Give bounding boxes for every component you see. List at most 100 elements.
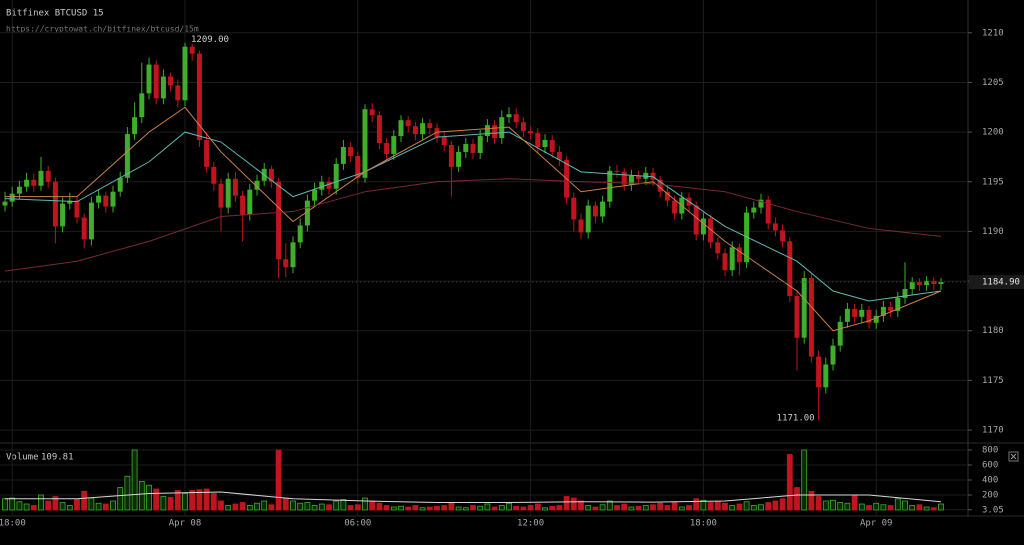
volume-bar — [275, 449, 282, 511]
chart-url[interactable]: https://cryptowat.ch/bitfinex/btcusd/15m — [6, 25, 199, 34]
volume-bar — [218, 500, 224, 511]
volume-bar — [570, 497, 577, 511]
volume-bar — [822, 500, 829, 511]
candle-body — [859, 309, 865, 317]
candle-body — [715, 242, 721, 254]
volume-bar — [700, 499, 707, 511]
candle-body — [319, 181, 325, 190]
volume-bar — [938, 503, 944, 511]
candle-body — [585, 205, 591, 233]
candle-body — [405, 120, 411, 127]
volume-bar — [383, 505, 390, 511]
volume-bar — [671, 501, 678, 511]
volume-bar — [527, 505, 534, 511]
volume-bar — [563, 496, 570, 511]
close-button[interactable] — [1008, 451, 1019, 462]
candle-body — [866, 309, 872, 323]
volume-bar — [441, 505, 448, 511]
candle-body — [607, 170, 613, 202]
volume-bar — [779, 498, 786, 511]
volume-bar — [88, 497, 95, 511]
candle-body — [492, 125, 498, 139]
volume-bar — [311, 505, 318, 511]
volume-bar — [801, 449, 808, 511]
volume-bar — [412, 505, 419, 511]
candles — [2, 42, 944, 421]
volume-bar — [592, 506, 599, 511]
candle-body — [225, 178, 231, 208]
volume-bar — [347, 505, 354, 511]
y-tick-label: 1210 — [982, 28, 1004, 38]
candle-body — [571, 197, 577, 220]
volume-bar — [657, 502, 664, 511]
candle-body — [182, 46, 188, 101]
candle-body — [924, 281, 930, 286]
y-tick-label: 1200 — [982, 128, 1004, 138]
candle-body — [204, 140, 210, 167]
candle-body — [916, 282, 922, 286]
volume-bar — [59, 502, 66, 511]
volume-bar — [498, 505, 505, 511]
volume-bar — [398, 505, 404, 511]
candle-body — [369, 109, 375, 116]
high-label: 1209.00 — [191, 35, 229, 45]
volume-bar — [606, 500, 613, 511]
candle-body — [376, 115, 382, 144]
volume-bar — [549, 505, 556, 511]
candle-body — [45, 170, 51, 182]
volume-bar — [534, 503, 541, 511]
volume-bar — [304, 502, 311, 511]
candle-body — [722, 253, 728, 271]
volume-bar — [369, 500, 376, 511]
candle-body — [470, 144, 476, 153]
volume-bar — [642, 505, 649, 511]
volume-bar — [815, 496, 822, 511]
volume-bar — [38, 494, 44, 511]
volume-bar — [923, 506, 930, 511]
volume-bar — [880, 504, 887, 511]
volume-bar — [74, 499, 80, 511]
candle-body — [103, 195, 109, 207]
volume-bar — [2, 498, 8, 511]
candle-body — [708, 218, 714, 243]
volume-bar — [354, 504, 361, 511]
volume-bar — [124, 475, 131, 511]
volume-bar — [851, 494, 858, 511]
volume-bar — [729, 505, 736, 511]
candle-body — [794, 295, 800, 338]
candle-body — [830, 345, 836, 365]
candle-body — [700, 218, 706, 235]
candle-body — [175, 85, 181, 101]
candle-body — [247, 189, 253, 215]
volume-bar — [268, 504, 275, 511]
candle-body — [290, 242, 296, 268]
candle-body — [880, 306, 886, 316]
candle-body — [600, 201, 606, 217]
volume-bar — [376, 502, 383, 511]
volume-bar — [160, 496, 167, 511]
candle-body — [513, 114, 519, 123]
volume-bar — [930, 507, 937, 511]
volume-bar — [858, 503, 865, 511]
y-tick-label: 1205 — [982, 78, 1004, 88]
volume-bar — [506, 502, 512, 511]
candle-body — [333, 163, 339, 189]
volume-bars — [2, 449, 944, 511]
volume-bar — [362, 497, 368, 511]
candle-body — [931, 281, 937, 285]
candle-body — [420, 123, 426, 135]
candle-body — [218, 183, 224, 208]
candle-body — [384, 143, 390, 154]
volume-title: Volume — [6, 453, 39, 463]
candle-body — [340, 146, 346, 164]
x-tick-label: 06:00 — [344, 519, 371, 529]
y-tick-label: 1170 — [982, 426, 1004, 436]
volume-bar — [866, 505, 872, 511]
volume-bar — [635, 505, 642, 511]
volume-average — [5, 491, 942, 503]
candle-body — [427, 123, 433, 129]
candle-body — [780, 230, 786, 242]
low-label: 1171.00 — [777, 414, 815, 424]
volume-bar — [736, 503, 743, 511]
